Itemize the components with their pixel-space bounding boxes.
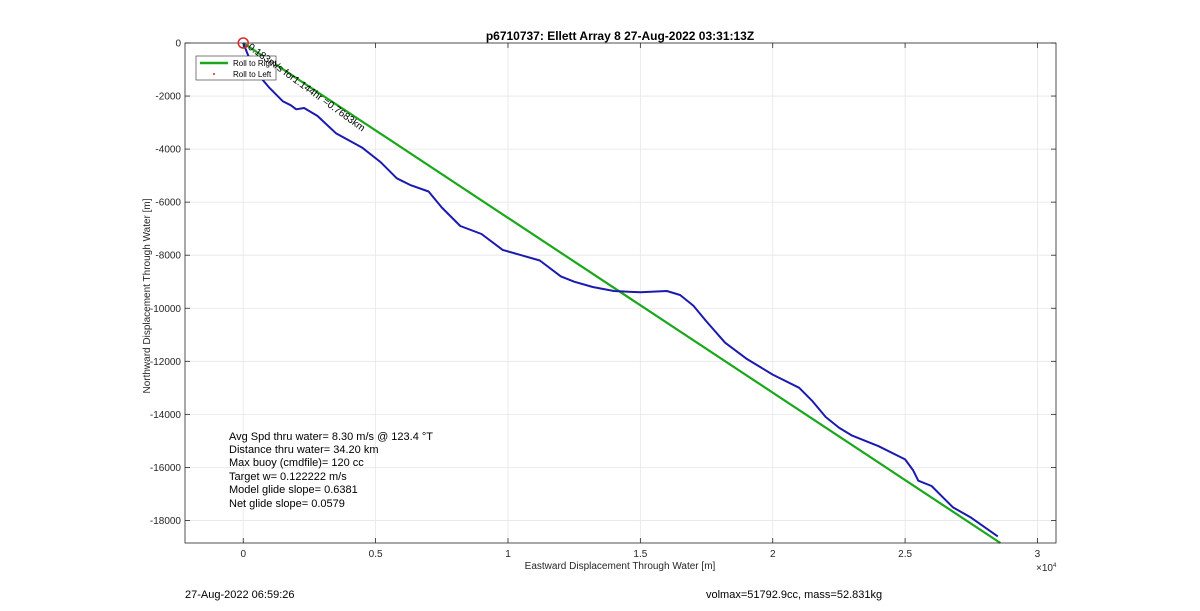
plot-frame <box>184 42 1057 544</box>
x-tick-label: 2.5 <box>898 549 912 560</box>
y-tick-label: 0 <box>175 39 181 50</box>
y-tick-label: -18000 <box>150 516 182 527</box>
stat-target-w: Target w= 0.122222 m/s <box>229 471 347 483</box>
x-axis-label: Eastward Displacement Through Water [m] <box>525 561 716 572</box>
series-layer <box>242 42 1002 544</box>
chart-title: p6710737: Ellett Array 8 27-Aug-2022 03:… <box>486 29 754 43</box>
y-tick-label: -12000 <box>150 357 182 368</box>
ticks: 0 0.5 1 1.5 2 2.5 3 0 -2000 -4000 -6000 -8000 -10000… <box>150 39 1056 560</box>
y-tick-label: -10000 <box>150 304 182 315</box>
y-tick-label: -16000 <box>150 463 182 474</box>
stat-distance: Distance thru water= 34.20 km <box>229 444 379 456</box>
stats-block: Avg Spd thru water= 8.30 m/s @ 123.4 °T … <box>229 431 433 510</box>
stat-net-glide-slope: Net glide slope= 0.0579 <box>229 498 345 510</box>
legend-box <box>195 55 277 81</box>
x-tick-label: 1 <box>505 549 511 560</box>
x-tick-label: 0.5 <box>369 549 383 560</box>
legend-swatch-roll-left <box>213 73 215 75</box>
footer-timestamp: 27-Aug-2022 06:59:26 <box>185 589 294 601</box>
start-marker <box>237 37 249 49</box>
stat-max-buoy: Max buoy (cmdfile)= 120 cc <box>229 457 364 469</box>
x-exponent-power: 4 <box>1053 563 1057 569</box>
x-exponent-base: ×10 <box>1036 563 1053 574</box>
y-tick-label: -8000 <box>155 251 181 262</box>
x-tick-label: 2 <box>770 549 776 560</box>
x-tick-label: 1.5 <box>633 549 647 560</box>
series-roll-right-line <box>242 42 1002 544</box>
stat-avg-speed: Avg Spd thru water= 8.30 m/s @ 123.4 °T <box>229 431 433 443</box>
y-tick-label: -14000 <box>150 410 182 421</box>
y-tick-label: -6000 <box>155 198 181 209</box>
y-tick-label: -2000 <box>155 92 181 103</box>
legend-label-roll-left: Roll to Left <box>233 70 272 79</box>
series-glider-track-line <box>242 42 999 538</box>
x-tick-label: 3 <box>1035 549 1041 560</box>
x-tick-label: 0 <box>240 549 246 560</box>
footer-volmax-mass: volmax=51792.9cc, mass=52.831kg <box>706 589 882 601</box>
y-tick-label: -4000 <box>155 145 181 156</box>
legend-label-roll-right: Roll to Right <box>233 59 277 68</box>
legend: Roll to Right Roll to Left <box>195 55 277 81</box>
y-axis-label: Northward Displacement Through Water [m] <box>142 198 153 393</box>
x-exponent: ×104 <box>1036 563 1057 574</box>
stat-model-glide-slope: Model glide slope= 0.6381 <box>229 484 358 496</box>
